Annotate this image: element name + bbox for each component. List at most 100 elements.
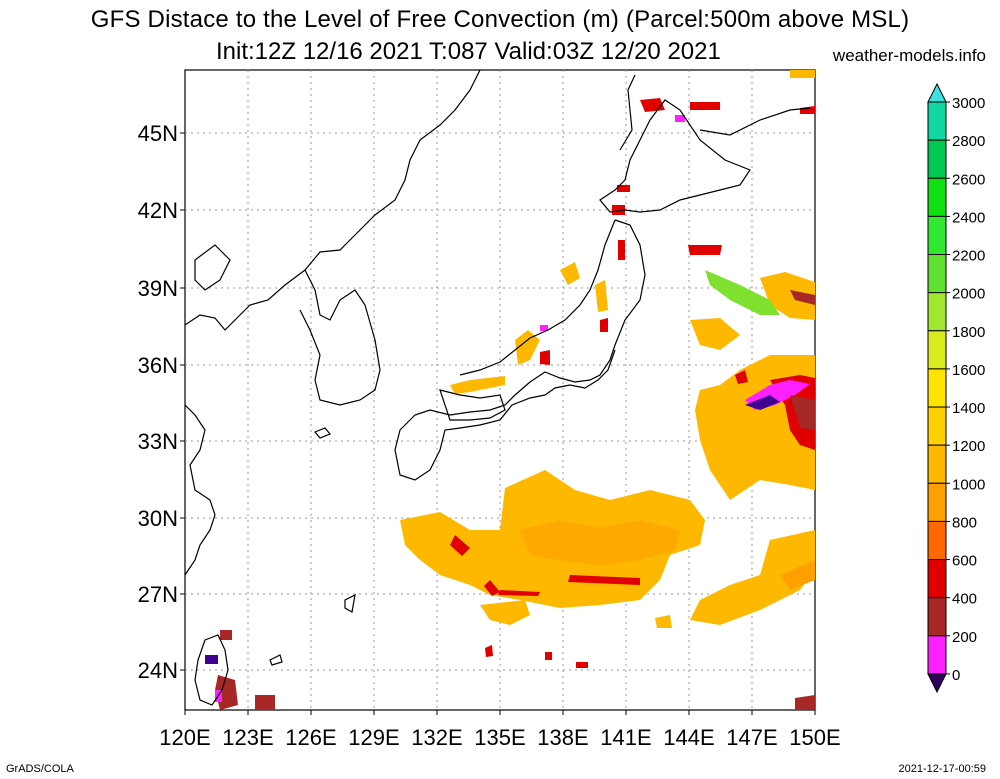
field-region — [595, 280, 608, 312]
colorbar-segment — [927, 215, 947, 256]
colorbar-segment — [927, 177, 947, 217]
field-region — [220, 630, 232, 640]
coastline — [314, 427, 331, 439]
field-region — [795, 695, 815, 710]
colorbar-label: 2600 — [952, 171, 985, 188]
colorbar-segment — [927, 597, 947, 637]
field-region — [688, 245, 722, 255]
coastline — [699, 107, 811, 136]
field-region — [450, 376, 505, 394]
lat-label: 42N — [138, 198, 178, 223]
coastline — [184, 69, 481, 331]
field-region — [690, 102, 720, 110]
colorbar-segment — [927, 406, 947, 446]
footer-timestamp: 2021-12-17-00:59 — [898, 763, 986, 775]
field-region — [790, 395, 815, 430]
coastline — [194, 634, 229, 706]
colorbar-label: 800 — [952, 514, 977, 531]
lon-label: 129E — [348, 725, 399, 750]
colorbar-label: 1400 — [952, 400, 985, 417]
coastline — [194, 244, 231, 291]
colorbar-label: 1600 — [952, 362, 985, 379]
field-region — [480, 600, 530, 625]
coastline — [344, 593, 356, 613]
colorbar-arrow — [927, 82, 947, 103]
colorbar-segment — [927, 139, 947, 179]
colorbar-segment — [927, 559, 947, 599]
colorbar-label: 1000 — [952, 476, 985, 493]
lat-label: 45N — [138, 121, 178, 146]
field-region — [735, 370, 748, 384]
map-title: GFS Distace to the Level of Free Convect… — [90, 6, 910, 33]
field-region — [690, 530, 815, 625]
field-region — [760, 272, 815, 320]
colorbar-label: 2000 — [952, 286, 985, 303]
site-credit: weather-models.info — [832, 46, 986, 65]
lfc-field — [205, 70, 815, 710]
map-subtitle: Init:12Z 12/16 2021 T:087 Valid:03Z 12/2… — [216, 38, 721, 65]
lat-label: 33N — [138, 429, 178, 454]
field-region — [545, 652, 552, 660]
field-region — [690, 318, 740, 350]
field-region — [705, 270, 780, 315]
colorbar-arrow — [927, 673, 947, 694]
colorbar-segment — [927, 330, 947, 370]
field-region — [540, 325, 548, 331]
field-region — [540, 350, 550, 365]
field-region — [450, 535, 470, 556]
colorbar: 3000280026002400220020001800160014001200… — [927, 82, 985, 694]
field-region — [568, 575, 640, 585]
field-region — [790, 70, 815, 78]
field-region — [255, 695, 275, 710]
field-region — [560, 262, 580, 285]
lon-label: 147E — [726, 725, 777, 750]
field-region — [745, 395, 780, 410]
field-region — [618, 240, 625, 260]
coastline — [269, 654, 283, 666]
field-region — [655, 615, 672, 628]
field-region — [800, 106, 815, 114]
colorbar-label: 1800 — [952, 324, 985, 341]
lon-label: 150E — [789, 725, 840, 750]
coastline — [599, 99, 751, 213]
colorbar-segment — [927, 635, 947, 675]
lon-label: 120E — [159, 725, 210, 750]
lat-label: 30N — [138, 506, 178, 531]
colorbar-label: 600 — [952, 553, 977, 570]
colorbar-segment — [927, 254, 947, 294]
lon-label: 123E — [222, 725, 273, 750]
lon-label: 132E — [411, 725, 462, 750]
colorbar-label: 1200 — [952, 438, 985, 455]
field-region — [576, 662, 588, 668]
field-region — [612, 205, 625, 215]
colorbar-label: 2200 — [952, 248, 985, 265]
colorbar-segment — [927, 482, 947, 522]
lat-label: 36N — [138, 353, 178, 378]
colorbar-label: 2400 — [952, 209, 985, 226]
colorbar-segment — [927, 444, 947, 484]
colorbar-segment — [927, 292, 947, 332]
colorbar-label: 2800 — [952, 133, 985, 150]
coastline — [619, 74, 636, 151]
coastline — [394, 219, 646, 481]
field-region — [485, 645, 493, 657]
colorbar-segment — [927, 520, 947, 561]
field-region — [675, 115, 685, 122]
colorbar-label: 200 — [952, 629, 977, 646]
coastlines — [184, 69, 811, 706]
colorbar-label: 400 — [952, 591, 977, 608]
field-region — [484, 580, 500, 596]
field-region — [520, 520, 680, 565]
lat-label: 27N — [138, 582, 178, 607]
footer-software: GrADS/COLA — [6, 763, 74, 775]
coastline — [184, 404, 216, 576]
colorbar-segment — [927, 368, 947, 408]
field-region — [790, 290, 815, 305]
coastline — [439, 389, 506, 421]
lat-label: 24N — [138, 658, 178, 683]
field-region — [515, 330, 540, 365]
colorbar-segment — [927, 101, 947, 141]
lon-label: 135E — [474, 725, 525, 750]
lon-label: 138E — [537, 725, 588, 750]
